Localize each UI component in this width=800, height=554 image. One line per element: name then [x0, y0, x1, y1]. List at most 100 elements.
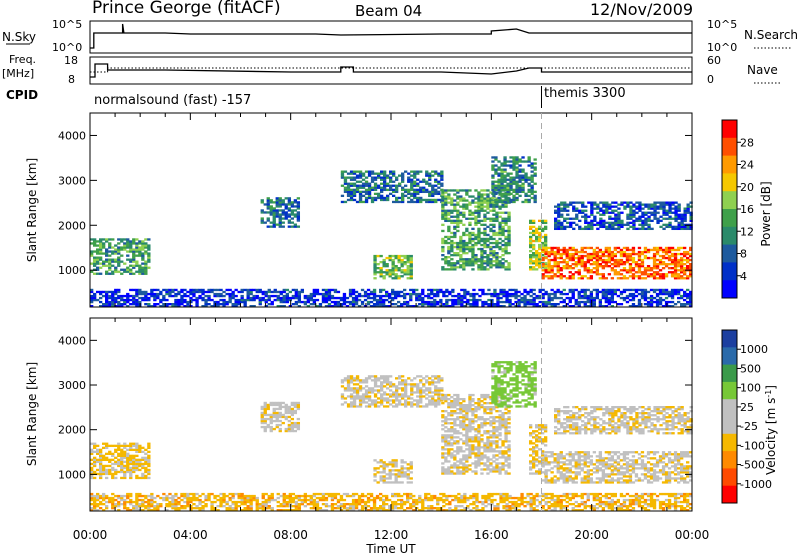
power-cell — [422, 186, 426, 189]
power-cell — [400, 258, 404, 262]
power-cell — [590, 225, 594, 229]
power-cell — [634, 261, 639, 264]
power-cell — [272, 201, 276, 204]
power-cell — [477, 268, 481, 271]
power-cell — [358, 200, 363, 204]
power-cell — [541, 221, 545, 225]
velocity-cell — [272, 413, 276, 417]
power-cell — [604, 248, 609, 252]
power-cell — [99, 250, 103, 253]
velocity-cell — [474, 402, 478, 405]
velocity-cell — [382, 481, 386, 484]
power-cell — [560, 209, 564, 212]
velocity-cell — [486, 432, 490, 435]
power-cell — [590, 223, 594, 227]
power-cell — [382, 298, 386, 302]
power-cell — [577, 296, 581, 300]
power-cell — [507, 229, 511, 233]
power-cell — [266, 201, 270, 204]
velocity-cell — [111, 466, 115, 470]
power-cell — [403, 294, 407, 298]
velocity-cell — [346, 383, 351, 386]
power-cell — [382, 275, 386, 278]
power-cell — [315, 305, 320, 308]
power-cell — [465, 252, 469, 255]
power-cell — [635, 205, 639, 208]
power-cell — [586, 261, 591, 264]
power-cell — [343, 176, 348, 179]
velocity-cell — [108, 460, 112, 464]
power-cell — [625, 254, 630, 258]
power-cell — [285, 292, 290, 296]
velocity-cell — [364, 397, 369, 400]
velocity-cell — [284, 405, 288, 409]
power-cell — [483, 239, 487, 243]
power-cell — [260, 219, 264, 222]
power-cell — [683, 211, 687, 214]
power-cell — [141, 266, 145, 269]
power-cell — [580, 254, 584, 258]
power-cell — [686, 258, 690, 262]
power-cell — [541, 246, 545, 250]
power-cell — [646, 256, 651, 260]
power-cell — [622, 267, 627, 270]
power-cell — [565, 263, 569, 266]
power-cell — [460, 300, 464, 304]
power-cell — [339, 296, 344, 300]
power-cell — [162, 303, 166, 306]
power-cell — [264, 294, 268, 298]
velocity-cell — [404, 395, 408, 398]
cpid-program-1: normalsound (fast) -157 — [94, 93, 251, 108]
power-cell — [550, 303, 554, 306]
power-cell — [560, 207, 564, 210]
power-cell — [601, 250, 606, 254]
velocity-cell — [468, 400, 472, 403]
power-cell — [653, 213, 657, 216]
power-cell — [683, 207, 687, 210]
velocity-cell — [260, 411, 264, 415]
power-cell — [351, 292, 356, 296]
power-cell — [141, 268, 145, 271]
power-cell — [677, 269, 681, 272]
power-cell — [201, 296, 205, 300]
power-cell — [489, 254, 493, 257]
power-cell — [195, 288, 199, 292]
power-cell — [382, 303, 386, 306]
velocity-cell — [422, 383, 426, 386]
power-cell — [568, 254, 572, 258]
velocity-cell — [135, 448, 139, 452]
velocity-cell — [383, 399, 387, 402]
power-cell — [430, 300, 434, 304]
power-cell — [410, 198, 414, 202]
power-cell — [260, 221, 264, 224]
velocity-cell — [373, 393, 378, 396]
power-cell — [518, 160, 522, 163]
velocity-cell — [468, 393, 472, 397]
power-cell — [373, 263, 377, 266]
power-cell — [147, 303, 151, 306]
power-cell — [457, 300, 461, 304]
power-cell — [607, 265, 612, 268]
power-cell — [661, 288, 666, 292]
power-cell — [287, 221, 292, 224]
velocity-cell — [352, 403, 357, 406]
velocity-cell — [474, 428, 478, 431]
velocity-cell — [99, 456, 103, 460]
power-cell — [447, 252, 451, 255]
velocity-cell — [462, 424, 466, 427]
power-cell — [613, 273, 618, 276]
power-cell — [453, 262, 457, 265]
power-cell — [595, 246, 600, 250]
power-cell — [602, 219, 606, 223]
power-cell — [123, 244, 127, 247]
power-cell — [315, 298, 320, 302]
power-cell — [258, 290, 262, 294]
velocity-cell — [379, 465, 383, 468]
power-cell — [409, 271, 413, 274]
velocity-cell — [413, 399, 417, 402]
power-cell — [486, 225, 490, 229]
power-cell — [483, 252, 487, 255]
power-cell — [553, 246, 557, 250]
velocity-cell — [129, 456, 133, 460]
power-cell — [565, 256, 569, 260]
